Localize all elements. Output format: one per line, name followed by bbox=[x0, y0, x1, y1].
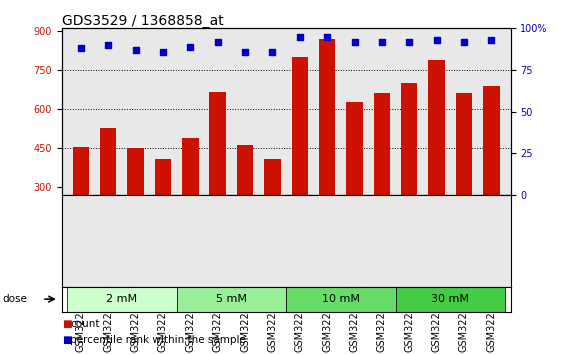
Point bbox=[378, 39, 387, 45]
Bar bbox=[401, 83, 417, 265]
Point bbox=[323, 34, 332, 40]
Bar bbox=[319, 39, 335, 265]
Point bbox=[295, 34, 304, 40]
Text: percentile rank within the sample: percentile rank within the sample bbox=[70, 335, 246, 345]
Text: 10 mM: 10 mM bbox=[322, 294, 360, 304]
Text: 5 mM: 5 mM bbox=[216, 294, 247, 304]
Bar bbox=[346, 102, 363, 265]
Bar bbox=[429, 59, 445, 265]
Bar bbox=[177, 287, 286, 312]
Bar bbox=[456, 93, 472, 265]
Bar bbox=[155, 159, 171, 265]
Point bbox=[158, 49, 167, 55]
Bar bbox=[396, 287, 505, 312]
Text: dose: dose bbox=[3, 294, 27, 304]
Point bbox=[405, 39, 414, 45]
Bar bbox=[374, 93, 390, 265]
Bar bbox=[73, 147, 89, 265]
Text: count: count bbox=[70, 319, 100, 329]
Point bbox=[487, 37, 496, 43]
Text: 2 mM: 2 mM bbox=[107, 294, 137, 304]
Point bbox=[432, 37, 441, 43]
Point bbox=[268, 49, 277, 55]
Bar bbox=[67, 287, 177, 312]
Bar bbox=[209, 92, 226, 265]
Bar bbox=[286, 287, 396, 312]
Point bbox=[76, 45, 85, 51]
Point bbox=[350, 39, 359, 45]
Point bbox=[459, 39, 468, 45]
Point bbox=[213, 39, 222, 45]
Text: ■: ■ bbox=[62, 335, 71, 345]
Point bbox=[241, 49, 250, 55]
Bar bbox=[100, 128, 117, 265]
Bar bbox=[127, 148, 144, 265]
Point bbox=[131, 47, 140, 53]
Point bbox=[104, 42, 113, 48]
Bar bbox=[237, 145, 253, 265]
Point bbox=[186, 44, 195, 50]
Bar bbox=[182, 138, 199, 265]
Bar bbox=[264, 159, 280, 265]
Text: GDS3529 / 1368858_at: GDS3529 / 1368858_at bbox=[62, 14, 223, 28]
Bar bbox=[292, 57, 308, 265]
Bar bbox=[483, 86, 499, 265]
Text: 30 mM: 30 mM bbox=[431, 294, 470, 304]
Text: ■: ■ bbox=[62, 319, 71, 329]
